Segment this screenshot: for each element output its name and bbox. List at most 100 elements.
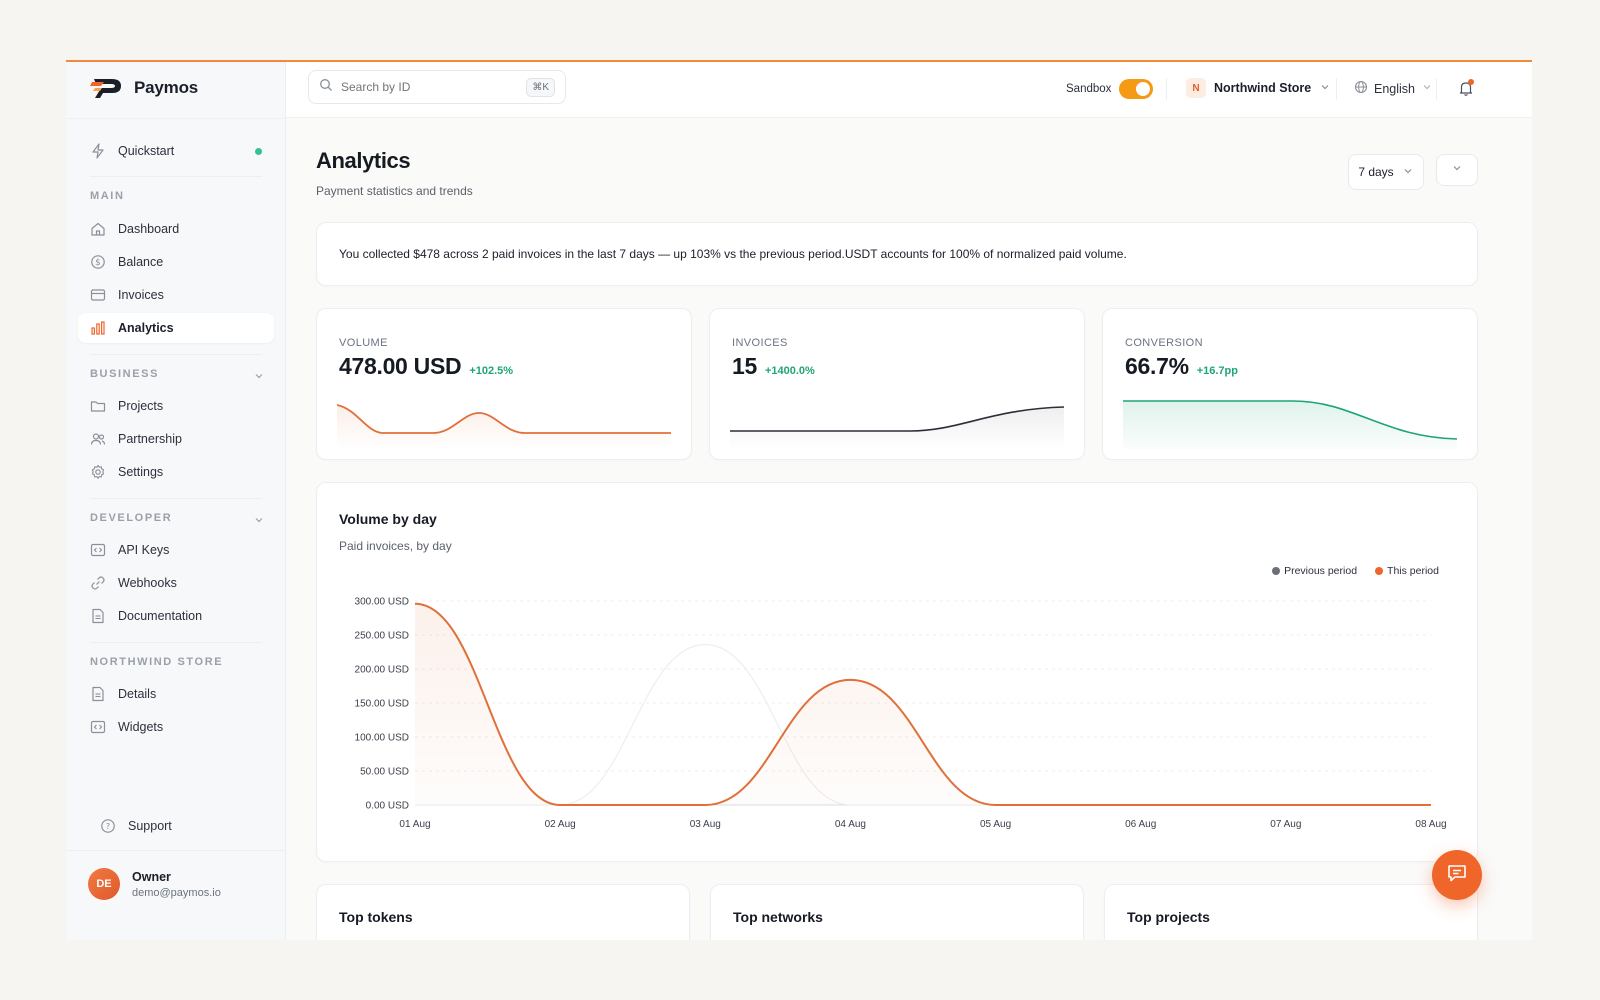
sidebar-item-details[interactable]: Details	[78, 679, 274, 709]
invoices-sparkline	[730, 406, 1065, 449]
chevron-down-icon[interactable]	[253, 513, 265, 525]
svg-text:$: $	[95, 258, 100, 268]
date-range-select[interactable]: 7 days	[1348, 154, 1424, 190]
divider	[66, 850, 286, 851]
sidebar-item-documentation[interactable]: Documentation	[78, 601, 274, 631]
date-range-label: 7 days	[1358, 165, 1394, 179]
sidebar-item-balance[interactable]: $ Balance	[78, 247, 274, 277]
search-input[interactable]	[341, 80, 519, 94]
kpi-delta: +16.7pp	[1196, 365, 1238, 377]
sidebar-item-label: Documentation	[118, 609, 203, 623]
more-options-button[interactable]	[1436, 154, 1478, 186]
file-icon	[90, 608, 106, 624]
chevron-down-icon	[1451, 161, 1463, 179]
chart-legend: Previous period This period	[1272, 565, 1439, 577]
y-tick-label: 50.00 USD	[360, 767, 409, 778]
card-icon	[90, 287, 106, 303]
user-profile[interactable]: DE Owner demo@paymos.io	[88, 868, 221, 900]
sidebar: Paymos Quickstart MAIN Dashboard $ Balan…	[66, 62, 286, 940]
chevron-down-icon	[1319, 81, 1331, 96]
support-link[interactable]: ? Support	[100, 818, 172, 834]
search-icon	[319, 78, 333, 97]
card-title: Top networks	[733, 909, 823, 925]
chat-icon	[1446, 862, 1468, 889]
code-icon	[90, 719, 106, 735]
topbar: ⌘K Sandbox N Northwind Store English	[286, 62, 1532, 118]
search-box[interactable]: ⌘K	[308, 70, 566, 104]
sidebar-item-label: Quickstart	[118, 144, 175, 158]
notification-dot	[1468, 79, 1474, 85]
legend-swatch	[1272, 567, 1281, 575]
sidebar-item-label: API Keys	[118, 543, 170, 557]
sidebar-item-dashboard[interactable]: Dashboard	[78, 214, 274, 244]
sidebar-item-widgets[interactable]: Widgets	[78, 712, 274, 742]
sidebar-item-webhooks[interactable]: Webhooks	[78, 568, 274, 598]
conversion-sparkline	[1123, 400, 1458, 449]
summary-banner: You collected $478 across 2 paid invoice…	[316, 222, 1478, 286]
y-tick-label: 0.00 USD	[366, 801, 409, 812]
sidebar-item-label: Invoices	[118, 288, 164, 302]
x-tick-label: 02 Aug	[545, 819, 576, 830]
sidebar-item-invoices[interactable]: Invoices	[78, 280, 274, 310]
sidebar-item-analytics[interactable]: Analytics	[78, 313, 274, 343]
sandbox-toggle[interactable]	[1119, 79, 1154, 99]
status-dot	[255, 148, 262, 155]
lightning-icon	[90, 143, 106, 159]
notifications-button[interactable]	[1456, 78, 1476, 98]
summary-text: You collected $478 across 2 paid invoice…	[339, 247, 1127, 261]
sandbox-switch[interactable]: Sandbox	[1066, 79, 1154, 99]
kpi-value: 15	[732, 353, 757, 379]
svg-text:?: ?	[106, 822, 110, 831]
y-tick-label: 250.00 USD	[355, 631, 409, 642]
code-icon	[90, 542, 106, 558]
sidebar-item-label: Details	[118, 687, 157, 701]
sidebar-item-api-keys[interactable]: API Keys	[78, 535, 274, 565]
card-title: Top tokens	[339, 909, 413, 925]
chat-button[interactable]	[1432, 850, 1482, 900]
volume-by-day-card: Volume by day Paid invoices, by day Prev…	[316, 482, 1478, 862]
y-tick-label: 150.00 USD	[355, 699, 409, 710]
folder-icon	[90, 398, 106, 414]
store-selector[interactable]: N Northwind Store	[1186, 78, 1331, 98]
chevron-down-icon[interactable]	[253, 369, 265, 381]
file-icon	[90, 686, 106, 702]
x-tick-label: 07 Aug	[1270, 819, 1301, 830]
sidebar-item-quickstart[interactable]: Quickstart	[78, 136, 274, 166]
sidebar-item-partnership[interactable]: Partnership	[78, 424, 274, 454]
sidebar-item-label: Projects	[118, 399, 164, 413]
legend-item-this[interactable]: This period	[1375, 565, 1439, 577]
language-selector[interactable]: English	[1354, 80, 1433, 97]
chart-subtitle: Paid invoices, by day	[339, 539, 452, 553]
divider	[90, 498, 262, 499]
x-tick-label: 01 Aug	[399, 819, 430, 830]
page-title: Analytics	[316, 148, 411, 173]
bar-chart-icon	[90, 320, 106, 336]
globe-icon	[1354, 80, 1368, 97]
x-tick-label: 06 Aug	[1125, 819, 1156, 830]
sidebar-item-label: Balance	[118, 255, 164, 269]
x-tick-label: 04 Aug	[835, 819, 866, 830]
top-projects-card: Top projects	[1104, 884, 1478, 940]
store-name: Northwind Store	[1214, 81, 1312, 95]
top-tokens-card: Top tokens	[316, 884, 690, 940]
sidebar-item-label: Partnership	[118, 432, 182, 446]
x-tick-label: 08 Aug	[1415, 819, 1446, 830]
sidebar-item-projects[interactable]: Projects	[78, 391, 274, 421]
sidebar-item-settings[interactable]: Settings	[78, 457, 274, 487]
divider	[1336, 78, 1337, 100]
store-badge: N	[1186, 78, 1206, 98]
logo[interactable]: Paymos	[90, 76, 198, 100]
paymos-logo-icon	[90, 76, 124, 100]
user-email: demo@paymos.io	[132, 886, 221, 899]
legend-item-previous[interactable]: Previous period	[1272, 565, 1357, 577]
support-label: Support	[128, 819, 172, 833]
sidebar-item-label: Settings	[118, 465, 164, 479]
kpi-delta: +102.5%	[469, 365, 514, 377]
main-content: Analytics Payment statistics and trends …	[286, 118, 1532, 940]
kpi-value: 66.7%	[1125, 353, 1189, 379]
y-tick-label: 300.00 USD	[355, 597, 409, 608]
section-label-developer: DEVELOPER	[90, 512, 173, 524]
y-tick-label: 100.00 USD	[355, 733, 409, 744]
divider	[1436, 78, 1437, 100]
dollar-circle-icon: $	[90, 254, 106, 270]
